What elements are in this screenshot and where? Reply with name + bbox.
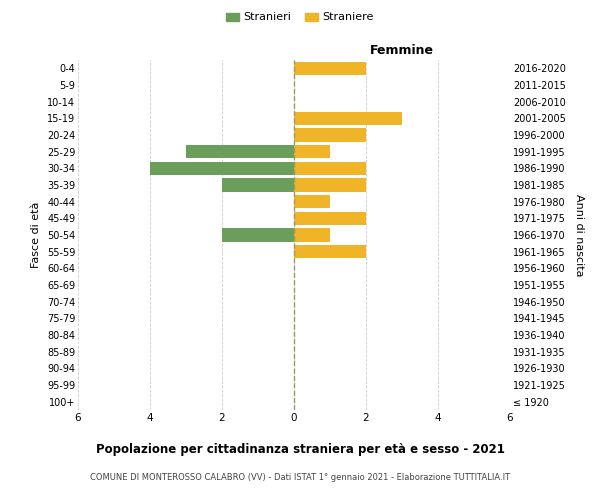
Legend: Stranieri, Straniere: Stranieri, Straniere: [221, 8, 379, 27]
Bar: [186, 145, 294, 158]
Bar: [294, 212, 366, 225]
Text: Femmine: Femmine: [370, 44, 434, 57]
Bar: [294, 228, 330, 241]
Text: COMUNE DI MONTEROSSO CALABRO (VV) - Dati ISTAT 1° gennaio 2021 - Elaborazione TU: COMUNE DI MONTEROSSO CALABRO (VV) - Dati…: [90, 472, 510, 482]
Bar: [294, 162, 366, 175]
Y-axis label: Fasce di età: Fasce di età: [31, 202, 41, 268]
Bar: [222, 228, 294, 241]
Text: Popolazione per cittadinanza straniera per età e sesso - 2021: Popolazione per cittadinanza straniera p…: [95, 442, 505, 456]
Bar: [150, 162, 294, 175]
Bar: [294, 112, 402, 125]
Bar: [222, 178, 294, 192]
Y-axis label: Anni di nascita: Anni di nascita: [574, 194, 584, 276]
Bar: [294, 62, 366, 75]
Bar: [294, 195, 330, 208]
Bar: [294, 245, 366, 258]
Bar: [294, 128, 366, 141]
Bar: [294, 178, 366, 192]
Bar: [294, 145, 330, 158]
